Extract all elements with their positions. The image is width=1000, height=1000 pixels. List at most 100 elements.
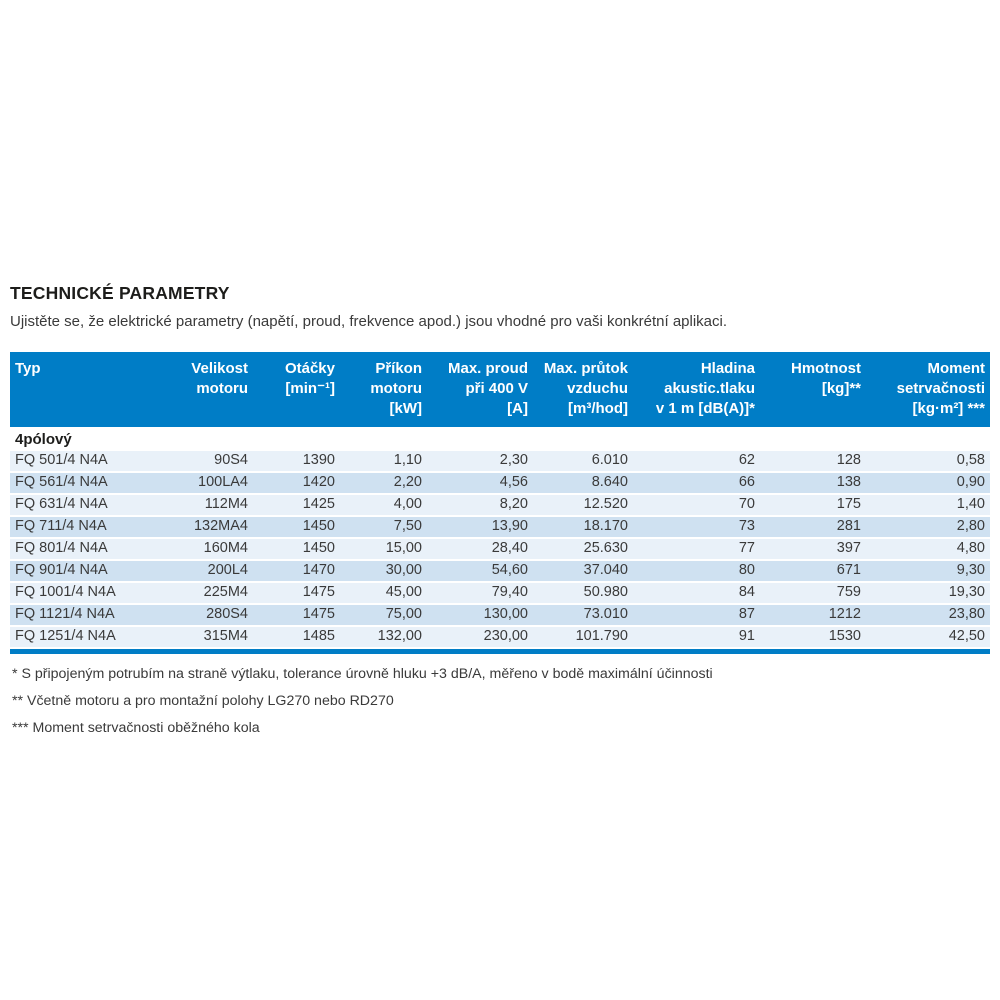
cell-hmotnost: 128 [760, 451, 866, 474]
footnote-2: ** Včetně motoru a pro montažní polohy L… [12, 693, 394, 710]
cell-max-proud: 130,00 [427, 604, 533, 628]
cell-otacky: 1475 [253, 604, 340, 628]
cell-typ: FQ 1251/4 N4A [10, 626, 170, 650]
cell-otacky: 1470 [253, 560, 340, 584]
cell-velikost-motoru: 280S4 [170, 604, 253, 628]
cell-hladina-tlaku: 87 [633, 604, 760, 628]
cell-otacky: 1425 [253, 494, 340, 518]
cell-max-prutok: 25.630 [533, 538, 633, 562]
cell-hladina-tlaku: 66 [633, 472, 760, 496]
cell-moment: 23,80 [866, 604, 990, 628]
cell-typ: FQ 801/4 N4A [10, 538, 170, 562]
table-row: FQ 561/4 N4A 100LA4 1420 2,20 4,56 8.640 66 138… [10, 472, 990, 496]
cell-typ: FQ 631/4 N4A [10, 494, 170, 518]
column-header-max-proud: Max. proud při 400 V [A] [427, 352, 533, 428]
table-row: FQ 711/4 N4A 132MA4 1450 7,50 13,90 18.170 73 2… [10, 516, 990, 540]
cell-max-proud: 54,60 [427, 560, 533, 584]
cell-prikon-motoru: 7,50 [340, 516, 427, 540]
table-footer [10, 648, 990, 655]
column-header-moment: Moment setrvačnosti [kg·m²] *** [866, 352, 990, 428]
footnote-1: * S připojeným potrubím na straně výtlak… [12, 666, 713, 683]
cell-prikon-motoru: 75,00 [340, 604, 427, 628]
cell-typ: FQ 1001/4 N4A [10, 582, 170, 606]
cell-max-prutok: 50.980 [533, 582, 633, 606]
cell-hmotnost: 175 [760, 494, 866, 518]
cell-max-prutok: 18.170 [533, 516, 633, 540]
cell-hladina-tlaku: 62 [633, 451, 760, 474]
section-label: 4pólový [10, 427, 990, 452]
cell-hmotnost: 281 [760, 516, 866, 540]
table-row: FQ 901/4 N4A 200L4 1470 30,00 54,60 37.040 80 6… [10, 560, 990, 584]
cell-max-proud: 230,00 [427, 626, 533, 650]
cell-moment: 42,50 [866, 626, 990, 650]
cell-max-prutok: 101.790 [533, 626, 633, 650]
cell-velikost-motoru: 100LA4 [170, 472, 253, 496]
cell-typ: FQ 711/4 N4A [10, 516, 170, 540]
cell-hladina-tlaku: 70 [633, 494, 760, 518]
cell-max-proud: 28,40 [427, 538, 533, 562]
cell-otacky: 1475 [253, 582, 340, 606]
cell-prikon-motoru: 30,00 [340, 560, 427, 584]
cell-max-proud: 2,30 [427, 451, 533, 474]
cell-prikon-motoru: 132,00 [340, 626, 427, 650]
cell-typ: FQ 501/4 N4A [10, 451, 170, 474]
cell-max-proud: 79,40 [427, 582, 533, 606]
cell-hmotnost: 671 [760, 560, 866, 584]
table-bottom-bar [10, 648, 990, 655]
cell-velikost-motoru: 225M4 [170, 582, 253, 606]
cell-prikon-motoru: 45,00 [340, 582, 427, 606]
table-row: FQ 1001/4 N4A 225M4 1475 45,00 79,40 50.980 84… [10, 582, 990, 606]
column-header-typ: Typ [10, 352, 170, 428]
cell-typ: FQ 561/4 N4A [10, 472, 170, 496]
cell-max-prutok: 73.010 [533, 604, 633, 628]
cell-otacky: 1420 [253, 472, 340, 496]
cell-velikost-motoru: 112M4 [170, 494, 253, 518]
column-header-otacky: Otáčky [min⁻¹] [253, 352, 340, 428]
cell-velikost-motoru: 90S4 [170, 451, 253, 474]
cell-moment: 2,80 [866, 516, 990, 540]
content-area: TECHNICKÉ PARAMETRY Ujistěte se, že elek… [10, 283, 990, 746]
footnote-3: *** Moment setrvačnosti oběžného kola [12, 720, 260, 737]
cell-otacky: 1450 [253, 538, 340, 562]
column-header-prikon-motoru: Příkon motoru [kW] [340, 352, 427, 428]
cell-prikon-motoru: 15,00 [340, 538, 427, 562]
cell-moment: 0,90 [866, 472, 990, 496]
cell-moment: 9,30 [866, 560, 990, 584]
cell-typ: FQ 901/4 N4A [10, 560, 170, 584]
cell-typ: FQ 1121/4 N4A [10, 604, 170, 628]
page-subtitle: Ujistěte se, že elektrické parametry (na… [10, 313, 728, 330]
section-row: 4pólový [10, 427, 990, 452]
table-row: FQ 631/4 N4A 112M4 1425 4,00 8,20 12.520 70 175… [10, 494, 990, 518]
footnotes: * S připojeným potrubím na straně výtlak… [10, 665, 990, 739]
column-header-max-prutok: Max. průtok vzduchu [m³/hod] [533, 352, 633, 428]
page-title: TECHNICKÉ PARAMETRY [10, 283, 230, 303]
cell-velikost-motoru: 200L4 [170, 560, 253, 584]
cell-moment: 4,80 [866, 538, 990, 562]
cell-velikost-motoru: 315M4 [170, 626, 253, 650]
cell-max-prutok: 8.640 [533, 472, 633, 496]
cell-max-proud: 8,20 [427, 494, 533, 518]
cell-otacky: 1390 [253, 451, 340, 474]
cell-max-proud: 4,56 [427, 472, 533, 496]
cell-hladina-tlaku: 77 [633, 538, 760, 562]
cell-otacky: 1450 [253, 516, 340, 540]
cell-hladina-tlaku: 73 [633, 516, 760, 540]
cell-hmotnost: 138 [760, 472, 866, 496]
cell-moment: 19,30 [866, 582, 990, 606]
cell-max-prutok: 37.040 [533, 560, 633, 584]
cell-max-proud: 13,90 [427, 516, 533, 540]
cell-hladina-tlaku: 80 [633, 560, 760, 584]
cell-max-prutok: 12.520 [533, 494, 633, 518]
cell-prikon-motoru: 2,20 [340, 472, 427, 496]
column-header-velikost-motoru: Velikost motoru [170, 352, 253, 428]
column-header-hladina-tlaku: Hladina akustic.tlaku v 1 m [dB(A)]* [633, 352, 760, 428]
cell-velikost-motoru: 132MA4 [170, 516, 253, 540]
table-row: FQ 501/4 N4A 90S4 1390 1,10 2,30 6.010 62 128 0,… [10, 451, 990, 474]
table-header: Typ Velikost motoru Otáčky [min⁻¹] Příkon moto… [10, 352, 990, 428]
table-body: FQ 501/4 N4A 90S4 1390 1,10 2,30 6.010 62 128 0,… [10, 451, 990, 650]
section-body: 4pólový [10, 427, 990, 452]
column-header-hmotnost: Hmotnost [kg]** [760, 352, 866, 428]
cell-hladina-tlaku: 91 [633, 626, 760, 650]
technical-parameters-table: Typ Velikost motoru Otáčky [min⁻¹] Příkon moto… [10, 352, 990, 655]
